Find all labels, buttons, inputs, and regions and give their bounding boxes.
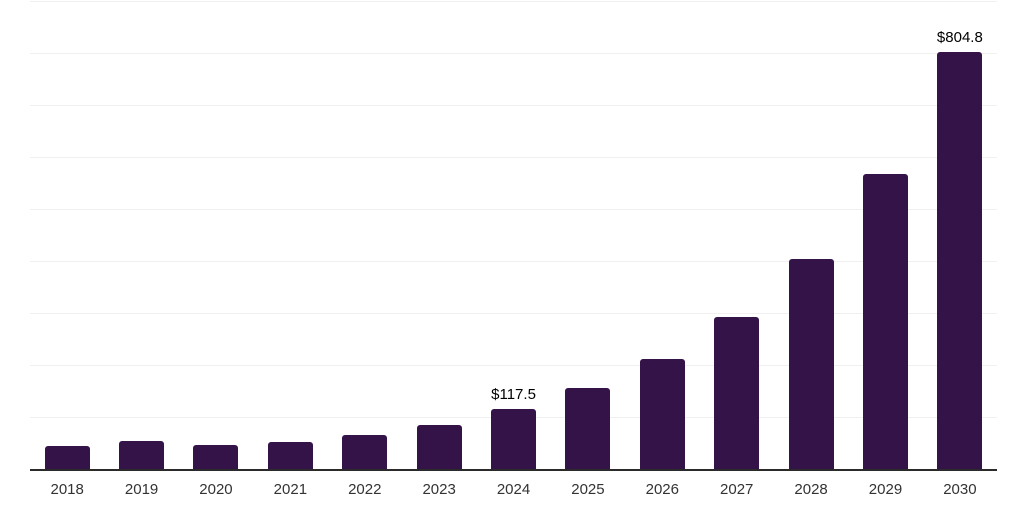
bar-2020 [193,444,239,470]
bar-slot-2028 [774,2,848,470]
bar-2030 [937,51,983,470]
bar-2018 [44,446,90,470]
bar-slot-2026 [625,2,699,470]
gridline-800 [30,53,997,54]
bar-slot-2027 [700,2,774,470]
x-tick-label-2028: 2028 [794,481,828,498]
bar-2025 [565,387,611,470]
gridline-400 [30,261,997,262]
x-axis-line [30,469,997,471]
bar-slot-2019 [104,2,178,470]
x-axis-tick-labels: 2018 2019 2020 2021 2022 2023 2024 2025 2026 2027… [30,480,997,500]
x-tick-label-2021: 2021 [273,481,308,498]
bar-2026 [639,359,685,470]
x-tick-label-2024: 2024 [496,481,531,498]
gridline-700 [30,105,997,106]
bar-slot-2025 [551,2,625,470]
x-tick-label-2029: 2029 [868,481,903,498]
bar-2027 [714,317,760,470]
gridline-600 [30,157,997,159]
bar-2028 [788,258,834,470]
x-tick-label-2022: 2022 [348,481,382,498]
x-tick-label-2019: 2019 [124,481,159,498]
plot-area: $117.5 $804.8 [30,1,997,471]
bar-slot-2020 [179,2,253,470]
bar-slot-2023 [402,2,476,470]
x-tick-label-2026: 2026 [645,481,679,498]
x-tick-label-2027: 2027 [720,481,754,498]
bar-2023 [416,425,462,470]
gridline-200 [30,365,997,366]
bar-slot-2021 [253,2,327,470]
x-tick-label-2023: 2023 [422,481,456,498]
data-label-2030: $804.8 [936,28,983,46]
data-label-2024: $117.5 [491,385,536,403]
bar-slot-2022 [328,2,402,470]
bars-row: $117.5 $804.8 [30,2,997,470]
bar-2021 [267,441,313,470]
gridline-500 [30,209,997,210]
bar-slot-2018 [30,2,104,470]
bar-2029 [862,174,908,470]
gridline-900 [30,1,997,2]
x-tick-label-2020: 2020 [199,481,233,498]
bar-slot-2029 [848,2,922,470]
bar-slot-2030: $804.8 [923,2,997,470]
bar-2022 [342,435,388,470]
x-tick-label-2018: 2018 [50,481,84,498]
bar-2019 [119,441,165,470]
gridline-300 [30,313,997,315]
bar-slot-2024: $117.5 [476,2,550,470]
x-tick-label-2030: 2030 [943,481,977,498]
x-tick-label-2025: 2025 [571,481,605,498]
bar-2024 [491,408,537,470]
